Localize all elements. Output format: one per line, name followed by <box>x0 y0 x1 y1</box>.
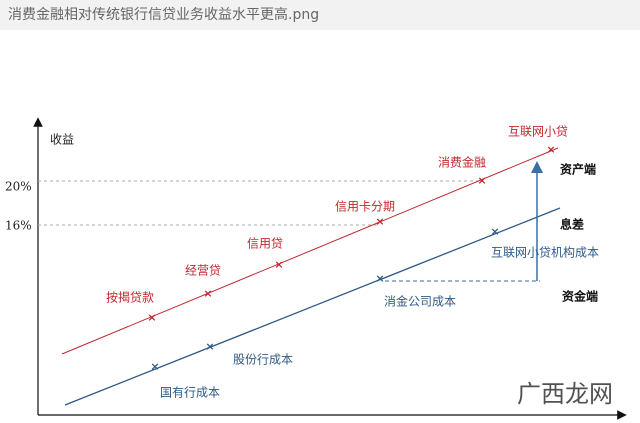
svg-text:×: × <box>375 272 384 285</box>
svg-text:×: × <box>490 225 499 238</box>
svg-text:×: × <box>203 287 212 300</box>
svg-text:×: × <box>274 258 283 271</box>
watermark: 广西龙网 <box>517 380 613 408</box>
svg-text:×: × <box>477 174 486 187</box>
title-bar <box>0 0 640 30</box>
asset-label: 消费金融 <box>438 155 486 170</box>
svg-text:×: × <box>147 311 156 324</box>
svg-text:×: × <box>375 215 384 228</box>
side-label: 息差 <box>560 217 584 232</box>
y-tick-label: 16% <box>5 219 32 233</box>
svg-text:×: × <box>205 340 214 353</box>
y-tick-label: 20% <box>5 180 32 194</box>
y-axis-label: 收益 <box>50 133 74 147</box>
cost-label: 互联网小贷机构成本 <box>491 245 599 260</box>
asset-line <box>61 147 559 355</box>
asset-markers: × × × × × × <box>147 143 555 324</box>
file-name: 消费金融相对传统银行信贷业务收益水平更高.png <box>8 6 319 23</box>
svg-text:×: × <box>546 143 555 156</box>
diagram: 收益 20% 16% × × × × × × × × × × 按揭贷款 经营贷 信用贷 信用卡… <box>5 117 627 420</box>
asset-label: 按揭贷款 <box>106 290 154 305</box>
side-label: 资金端 <box>562 289 598 304</box>
asset-label: 互联网小贷 <box>508 125 568 139</box>
svg-text:×: × <box>150 360 159 373</box>
side-label: 资产端 <box>560 162 596 177</box>
asset-label: 经营贷 <box>185 264 221 278</box>
cost-label: 股份行成本 <box>233 353 293 367</box>
asset-label: 信用卡分期 <box>335 200 395 214</box>
cost-line <box>64 207 561 406</box>
cost-label: 消金公司成本 <box>384 294 456 309</box>
cost-markers: × × × × <box>150 225 499 373</box>
cost-label: 国有行成本 <box>160 386 220 400</box>
asset-label: 信用贷 <box>247 237 283 251</box>
